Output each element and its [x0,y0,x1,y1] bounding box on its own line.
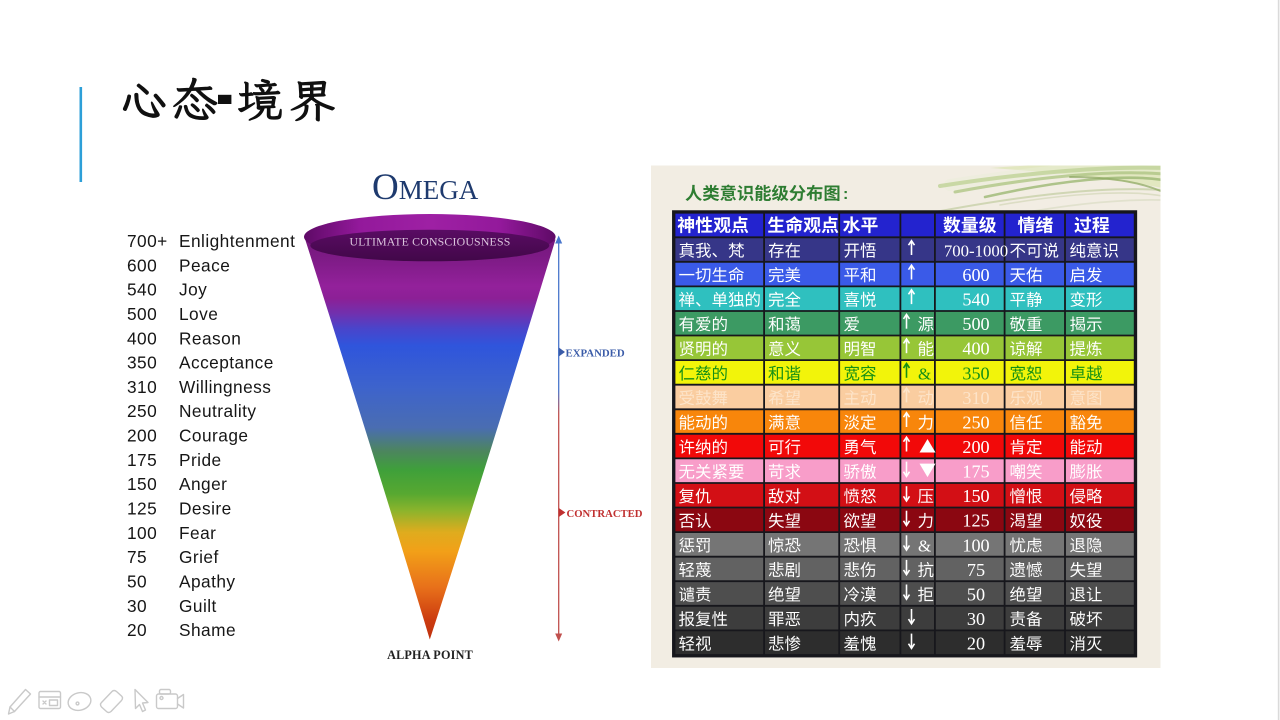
svg-text:500: 500 [962,314,989,334]
svg-text:400: 400 [127,328,157,348]
svg-text:75: 75 [127,547,147,567]
svg-text:50: 50 [127,572,147,592]
svg-text:540: 540 [127,280,157,300]
svg-text:50: 50 [967,585,985,605]
svg-text:75: 75 [967,560,985,580]
svg-text:20: 20 [127,620,147,640]
svg-text:175: 175 [962,462,989,482]
svg-text:Grief: Grief [179,547,219,567]
svg-text:700-1000: 700-1000 [944,242,1008,261]
svg-text:ALPHA POINT: ALPHA POINT [387,648,473,662]
svg-text:20: 20 [967,634,985,654]
svg-text:100: 100 [127,523,157,543]
svg-text:540: 540 [962,290,989,310]
svg-text:Anger: Anger [179,474,227,494]
svg-text:Pride: Pride [179,450,222,470]
svg-text:150: 150 [127,474,157,494]
svg-text:ULTIMATE CONSCIOUSNESS: ULTIMATE CONSCIOUSNESS [350,235,511,249]
svg-text:175: 175 [127,450,157,470]
svg-text:Reason: Reason [179,328,241,348]
svg-text:310: 310 [962,388,989,408]
svg-text:Joy: Joy [179,280,207,300]
svg-text:30: 30 [127,596,147,616]
svg-text:400: 400 [962,339,989,359]
svg-text:Enlightenment: Enlightenment [179,231,295,251]
svg-text:350: 350 [127,353,157,373]
svg-text:30: 30 [967,609,985,629]
svg-text:200: 200 [962,437,989,457]
svg-text:Shame: Shame [179,620,236,640]
svg-text:Guilt: Guilt [179,596,217,616]
svg-text:&: & [918,536,931,555]
svg-text::: : [843,186,848,203]
svg-text:600: 600 [127,255,157,275]
svg-text:125: 125 [127,499,157,519]
svg-text:150: 150 [962,486,989,506]
svg-text:Apathy: Apathy [179,572,236,592]
svg-text:Fear: Fear [179,523,216,543]
svg-text:200: 200 [127,426,157,446]
svg-text:250: 250 [127,401,157,421]
svg-text:350: 350 [962,363,989,383]
svg-text:250: 250 [962,413,989,433]
svg-text:125: 125 [962,511,989,531]
svg-text:100: 100 [962,535,989,555]
svg-text:Willingness: Willingness [179,377,271,397]
svg-text:&: & [918,364,931,383]
svg-text:Acceptance: Acceptance [179,353,274,373]
svg-text:EXPANDED: EXPANDED [566,348,625,360]
svg-text:Love: Love [179,304,218,324]
svg-text:700+: 700+ [127,231,168,251]
svg-text:310: 310 [127,377,157,397]
svg-text:CONTRACTED: CONTRACTED [567,508,643,520]
svg-text:Courage: Courage [179,426,248,446]
svg-text:500: 500 [127,304,157,324]
svg-text:Peace: Peace [179,255,230,275]
svg-text:600: 600 [962,265,989,285]
svg-text:Neutrality: Neutrality [179,401,257,421]
svg-text:Desire: Desire [179,499,232,519]
